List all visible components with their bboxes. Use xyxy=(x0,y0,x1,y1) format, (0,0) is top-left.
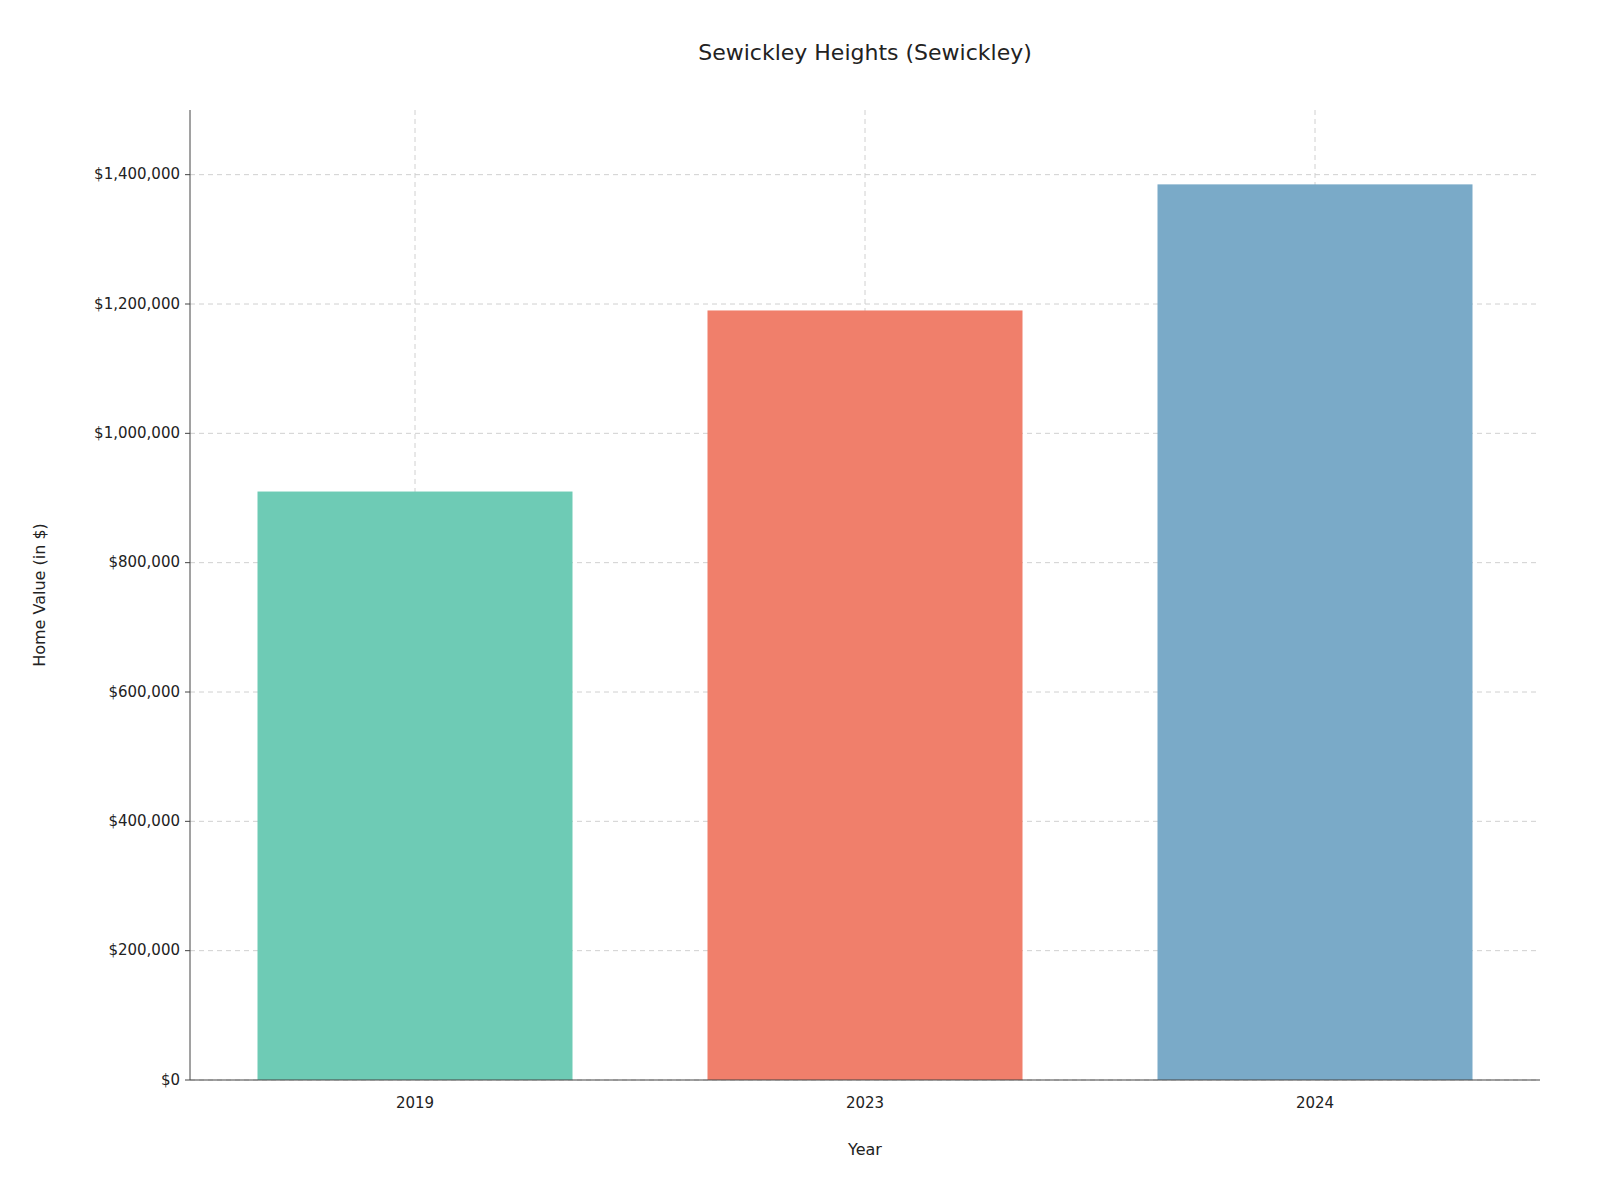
x-tick-label: 2024 xyxy=(1296,1094,1334,1112)
y-tick-label: $400,000 xyxy=(108,812,180,830)
chart-svg: $0 $200,000 $400,000 $600,000 $800,000 $1,000… xyxy=(0,0,1600,1200)
bars xyxy=(258,184,1473,1080)
y-tick xyxy=(185,692,190,693)
y-tick xyxy=(185,821,190,822)
y-tick xyxy=(185,304,190,305)
bar xyxy=(1158,184,1473,1080)
x-tick-label: 2019 xyxy=(396,1094,434,1112)
y-tick-label: $1,400,000 xyxy=(94,165,180,183)
x-tick-label: 2023 xyxy=(846,1094,884,1112)
y-axis-label: Home Value (in $) xyxy=(30,523,49,667)
chart-container: $0 $200,000 $400,000 $600,000 $800,000 $1,000… xyxy=(0,0,1600,1200)
y-tick-label: $0 xyxy=(161,1071,180,1089)
y-tick-label: $200,000 xyxy=(108,941,180,959)
title: Sewickley Heights (Sewickley) xyxy=(698,40,1032,65)
page: {"chart_data": {"type": "bar", "title": … xyxy=(0,0,1600,1200)
y-tick-label: $1,200,000 xyxy=(94,295,180,313)
y-tick-label: $1,000,000 xyxy=(94,424,180,442)
y-tick xyxy=(185,1080,190,1081)
y-tick xyxy=(185,174,190,175)
y-tick-label: $600,000 xyxy=(108,683,180,701)
grid xyxy=(190,110,1540,1080)
bar xyxy=(258,492,573,1080)
bar xyxy=(708,310,1023,1080)
y-tick xyxy=(185,433,190,434)
y-tick-label: $800,000 xyxy=(108,553,180,571)
y-tick xyxy=(185,562,190,563)
y-grid-line xyxy=(190,1080,1540,1081)
y-tick xyxy=(185,950,190,951)
y-axis-line xyxy=(190,110,191,1080)
x-axis-line xyxy=(190,1079,1540,1080)
x-axis-label: Year xyxy=(847,1140,882,1159)
